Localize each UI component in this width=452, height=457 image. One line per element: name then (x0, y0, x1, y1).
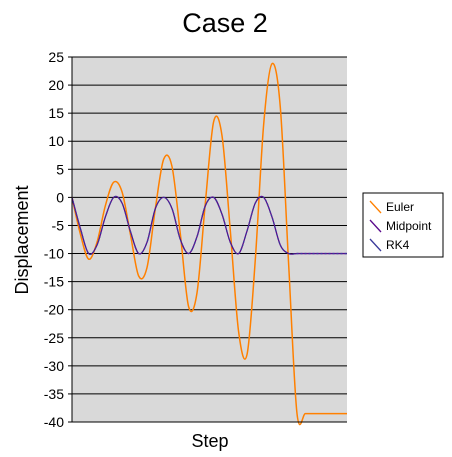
plot-area (72, 57, 347, 422)
legend-swatch-euler (369, 200, 382, 214)
y-tick-label: -25 (44, 330, 64, 346)
y-tick-label: -20 (44, 302, 64, 318)
legend-swatch-rk4 (369, 238, 382, 252)
y-tick-label: -5 (52, 217, 65, 233)
y-tick-label: 10 (48, 133, 64, 149)
series-line-euler (71, 62, 347, 426)
y-tick-label: -15 (44, 274, 64, 290)
legend-swatch-midpoint (369, 219, 382, 233)
x-axis-title: Step (191, 431, 228, 451)
legend-label-euler: Euler (386, 200, 414, 214)
legend: Euler Midpoint RK4 (362, 192, 444, 258)
legend-label-rk4: RK4 (386, 238, 410, 252)
y-tick-label: -10 (44, 246, 64, 262)
y-tick-label: -40 (44, 414, 64, 430)
series-lines (71, 62, 347, 426)
y-tick-label: 5 (56, 161, 64, 177)
y-tick-label: -30 (44, 358, 64, 374)
y-axis-title: Displacement (12, 185, 32, 294)
y-tick-label: 25 (48, 49, 64, 65)
series-line-midpoint (71, 195, 347, 255)
y-tick-label: 0 (56, 189, 64, 205)
y-tick-label: 20 (48, 77, 64, 93)
y-tick-label: -35 (44, 386, 64, 402)
y-axis-ticks: 25 20 15 10 5 0 -5 -10 -15 -20 -25 -30 -35 -40 (44, 49, 72, 430)
legend-label-midpoint: Midpoint (386, 219, 432, 233)
y-tick-label: 15 (48, 105, 64, 121)
chart-title: Case 2 (182, 8, 268, 38)
